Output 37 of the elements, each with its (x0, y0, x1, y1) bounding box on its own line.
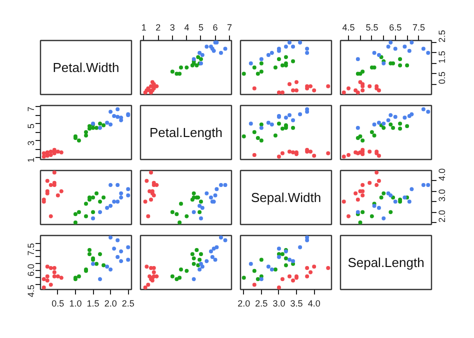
x-tick-label: 2.5 (255, 298, 268, 308)
x-tick-label: 0.5 (52, 298, 64, 308)
x-tick-label: 2 (156, 22, 161, 32)
x-tick-label: 6.5 (389, 22, 402, 32)
text: Sepal.Width (250, 190, 322, 205)
y-tick-label: 6.0 (26, 264, 36, 276)
y-tick-label: 5 (26, 124, 36, 129)
y-tick-label: 4.5 (26, 284, 36, 298)
x-tick-label: 4.5 (342, 22, 355, 32)
y-tick-label: 7 (26, 106, 36, 112)
x-tick-label: 5.5 (366, 22, 378, 32)
x-tick-label: 7.5 (412, 22, 426, 32)
x-tick-label: 2.5 (122, 298, 134, 308)
x-tick-label: 1.5 (86, 298, 100, 308)
x-tick-label: 4 (184, 22, 190, 32)
y-tick-label: 4.0 (437, 168, 447, 181)
x-tick-label: 6 (212, 22, 218, 32)
text: Sepal.Length (348, 255, 424, 270)
x-tick-label: 7 (227, 22, 232, 32)
x-tick-label: 3 (170, 22, 175, 32)
x-tick-label: 2.0 (104, 298, 117, 308)
x-tick-label: 3.5 (290, 298, 303, 308)
y-tick-label: 3 (26, 140, 36, 146)
y-tick-label: 1.5 (437, 50, 447, 64)
y-tick-label: 1 (26, 157, 36, 163)
x-tick-label: 3.0 (272, 298, 286, 308)
text: Petal.Width (52, 60, 120, 75)
x-tick-label: 5 (198, 22, 204, 32)
y-tick-label: 3.0 (437, 189, 447, 202)
y-tick-label: 7.5 (26, 243, 36, 256)
x-tick-label: 4.0 (308, 298, 320, 308)
text: Petal.Length (150, 125, 223, 140)
y-tick-label: 2.0 (437, 210, 447, 222)
y-tick-label: 0.5 (437, 72, 447, 84)
x-tick-label: 2.0 (238, 298, 250, 308)
x-tick-label: 1.0 (69, 298, 82, 308)
x-tick-label: 1 (141, 22, 146, 32)
